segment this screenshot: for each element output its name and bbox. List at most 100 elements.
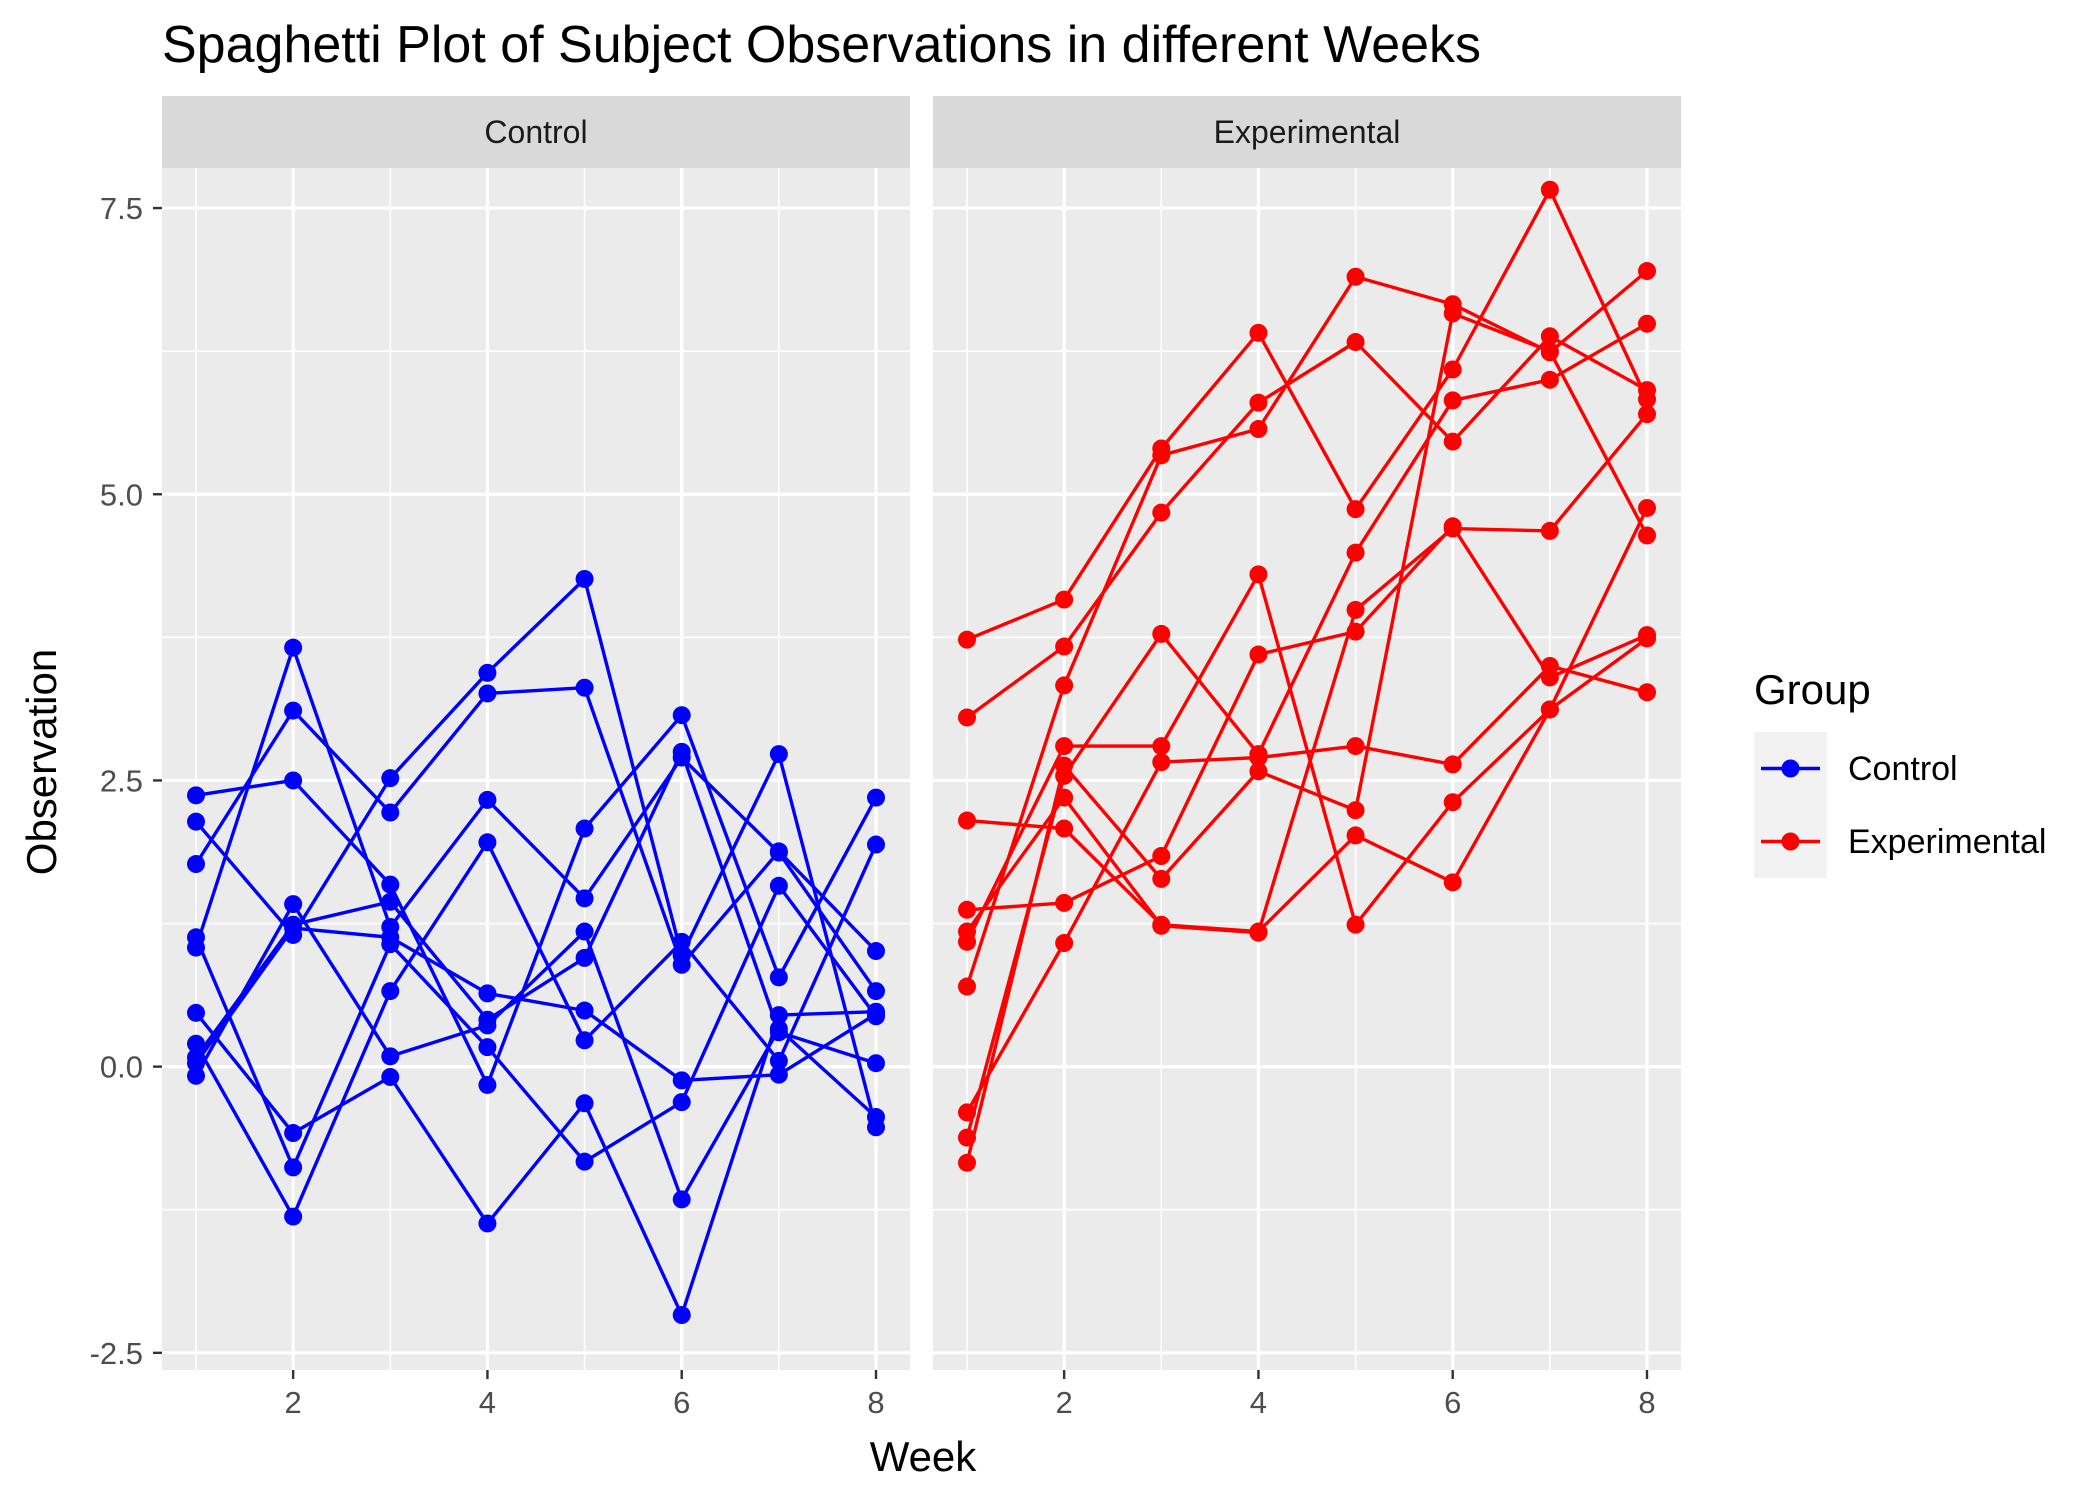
data-point: [478, 1038, 497, 1057]
subject-line-6: [195, 713, 878, 1087]
subject-line-5: [194, 1010, 877, 1317]
data-point: [1638, 498, 1656, 517]
y-tick-label: -2.5: [90, 1336, 143, 1371]
data-point: [1249, 565, 1268, 584]
y-tick-label: 0.0: [100, 1050, 143, 1085]
data-point: [1249, 420, 1268, 439]
data-point: [867, 942, 885, 961]
data-point: [769, 876, 788, 895]
data-point: [1443, 295, 1462, 314]
data-point: [1346, 737, 1365, 756]
data-point: [1540, 343, 1559, 362]
data-point: [1152, 624, 1171, 643]
data-point: [1055, 819, 1074, 838]
data-point: [575, 922, 594, 941]
data-point: [1152, 916, 1171, 935]
data-point: [1540, 370, 1559, 389]
legend: Group Control Experimental: [1754, 666, 2046, 878]
y-axis: -2.5 0.0 2.5 5.0 7.5: [90, 191, 162, 1371]
data-point: [672, 1093, 691, 1112]
subject-line-10: [194, 577, 878, 1128]
data-point: [1443, 432, 1462, 451]
data-point: [958, 1153, 976, 1172]
data-point: [1540, 521, 1559, 540]
data-point: [575, 1001, 594, 1020]
data-point: [867, 1118, 885, 1137]
data-point: [769, 745, 788, 764]
data-point: [958, 900, 976, 919]
data-point: [958, 1103, 976, 1122]
data-point: [1346, 500, 1365, 519]
data-point: [1346, 267, 1365, 286]
legend-title: Group: [1754, 666, 1871, 713]
subject-line-1: [194, 840, 878, 1219]
facet-strip-label: Experimental: [1214, 114, 1401, 150]
facet-panels: Control 2 4 6 8 Experimental 2 4 6 8: [162, 96, 1681, 1420]
data-point: [1540, 656, 1559, 675]
subject-line-3: [194, 686, 878, 967]
data-point: [284, 925, 303, 944]
data-point: [1249, 923, 1268, 942]
data-point: [1055, 788, 1074, 807]
data-point: [1443, 517, 1462, 536]
data-point: [958, 932, 976, 951]
subject-line-8: [966, 524, 1648, 912]
data-point: [478, 1010, 497, 1029]
data-point: [958, 811, 976, 830]
x-tick-label: 2: [285, 1385, 302, 1420]
data-point: [1055, 766, 1074, 785]
data-point: [381, 875, 400, 894]
subject-line-6: [966, 188, 1649, 642]
legend-item-experimental: Experimental: [1754, 805, 2046, 878]
data-point: [478, 833, 497, 852]
data-point: [1638, 629, 1656, 648]
data-point: [1055, 676, 1074, 695]
data-point: [1443, 755, 1462, 774]
data-point: [478, 790, 497, 809]
data-point: [867, 788, 885, 807]
data-point: [381, 928, 400, 947]
facet-strip: [162, 96, 910, 168]
data-point: [1346, 826, 1365, 845]
subject-line-4: [965, 322, 1648, 1139]
data-point: [575, 1094, 594, 1113]
data-point: [1055, 637, 1074, 656]
facet-panel-control: Control 2 4 6 8: [162, 96, 910, 1420]
data-point: [958, 977, 976, 996]
x-tick-label: 6: [673, 1385, 690, 1420]
data-point: [769, 968, 788, 987]
data-point: [1540, 700, 1559, 719]
y-tick-label: 5.0: [100, 477, 143, 512]
data-point: [187, 1066, 205, 1085]
data-point: [1638, 683, 1656, 702]
subject-line-5: [965, 269, 1649, 988]
legend-label: Experimental: [1848, 823, 2046, 861]
data-point: [381, 769, 400, 788]
x-tick-label: 4: [1250, 1385, 1267, 1420]
x-tick-label: 4: [479, 1385, 496, 1420]
data-point: [867, 982, 885, 1001]
data-point: [867, 1054, 885, 1073]
data-point: [1152, 503, 1171, 522]
data-point: [1249, 748, 1268, 767]
data-point: [381, 1067, 400, 1086]
data-point: [769, 843, 788, 862]
data-point: [769, 1051, 788, 1070]
x-tick-label: 6: [1444, 1385, 1461, 1420]
data-point: [1443, 793, 1462, 812]
data-point: [1055, 737, 1074, 756]
data-point: [575, 678, 594, 697]
legend-item-control: Control: [1754, 732, 1958, 805]
data-point: [1152, 869, 1171, 888]
data-point: [867, 835, 885, 854]
data-point: [1638, 262, 1656, 281]
data-point: [284, 895, 303, 914]
subject-line-1: [965, 334, 1648, 719]
legend-key-point: [1781, 832, 1800, 851]
legend-label: Control: [1848, 750, 1958, 788]
subject-line-2: [194, 884, 878, 1170]
chart-title: Spaghetti Plot of Subject Observations i…: [162, 16, 1481, 74]
data-point: [1540, 180, 1559, 199]
data-point: [1443, 391, 1462, 410]
